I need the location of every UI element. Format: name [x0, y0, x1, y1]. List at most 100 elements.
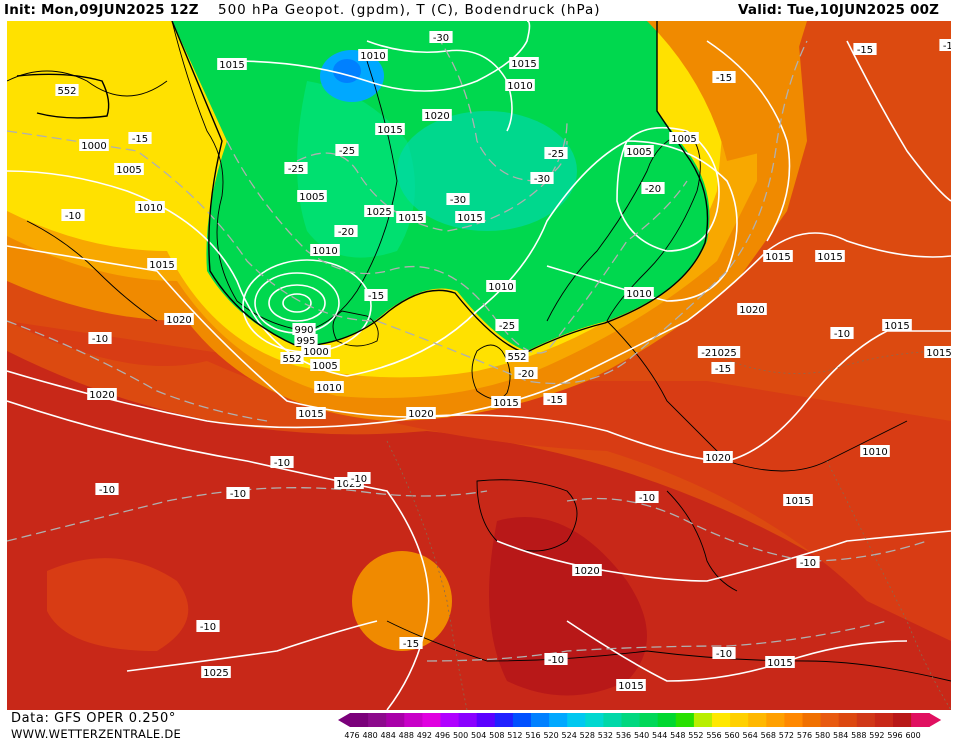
label-box: [939, 39, 951, 51]
label-text: -20: [338, 227, 354, 238]
isobar-label: 1020: [87, 388, 117, 401]
scale-swatch: [766, 713, 785, 727]
label-box: [79, 139, 109, 151]
isobar-1015-b: [566, 620, 908, 682]
isotherm-minus-10-west: [7, 320, 268, 422]
scale-swatch: [458, 713, 478, 727]
coast-greenland: [171, 21, 398, 332]
label-box: [292, 323, 316, 335]
label-text: 1020: [739, 305, 764, 316]
label-text: 552: [282, 354, 301, 365]
label-box: [624, 145, 654, 157]
isobar-low-990: [282, 293, 312, 313]
scale-tick-label: 516: [525, 731, 540, 740]
label-text: 1015: [767, 658, 792, 669]
isobar-scand-1005: [616, 126, 720, 252]
website-link[interactable]: WWW.WETTERZENTRALE.DE: [11, 727, 182, 741]
scale-tick-label: 588: [851, 731, 866, 740]
label-text: 1000: [303, 347, 328, 358]
isobar-label: 1025: [201, 666, 231, 679]
isotherm-minus-25: [296, 120, 568, 232]
valid-time: Valid: Tue,10JUN2025 00Z: [738, 2, 940, 18]
scale-swatch: [494, 713, 514, 727]
label-box: [88, 332, 112, 344]
label-box: [853, 43, 877, 55]
label-text: 1010: [507, 81, 532, 92]
coast-arctic-canada: [7, 70, 168, 97]
label-text: 1015: [457, 213, 482, 224]
label-text: -10: [548, 655, 564, 666]
isobar-label: 1010: [314, 381, 344, 394]
label-box: [669, 132, 699, 144]
label-box: [310, 359, 340, 371]
scale-swatch: [748, 713, 767, 727]
isotherm-label: -10: [95, 483, 119, 496]
label-box: [796, 556, 820, 568]
isobars: [7, 21, 951, 710]
scale-tick-label: 492: [417, 731, 432, 740]
coast-iberia: [476, 479, 578, 552]
isotherm-label: -10: [712, 647, 736, 660]
label-box: [882, 319, 912, 331]
label-text: -10: [99, 485, 115, 496]
coast-britain: [471, 344, 511, 400]
label-text: 1015: [377, 125, 402, 136]
coast-africa: [386, 620, 951, 682]
label-box: [87, 388, 117, 400]
label-text: 1015: [926, 348, 951, 359]
weather-map[interactable]: 552 1015 1010 -30 1015 1010 -15 -15 -15 1005 -15 10…: [7, 21, 951, 710]
label-box: [364, 289, 388, 301]
label-box: [543, 393, 567, 405]
label-box: [284, 162, 308, 174]
label-box: [294, 334, 318, 346]
isotherm-label: -10: [796, 556, 820, 569]
label-box: [61, 209, 85, 221]
color-scale-ticks: 476 480 484 488 492 496 500 504 508 512 516 520 524 5…: [344, 731, 920, 740]
isobar-label: 1000: [301, 345, 331, 358]
isotherm-label: -10: [226, 487, 250, 500]
data-source: Data: GFS OPER 0.250°: [11, 711, 177, 726]
label-text: 1010: [862, 447, 887, 458]
scale-swatch: [585, 713, 604, 727]
label-text: -10: [639, 493, 655, 504]
isotherm-label: -25: [495, 319, 519, 332]
label-text: -10: [800, 558, 816, 569]
label-text: -15: [403, 639, 419, 650]
map-canvas[interactable]: 552 1015 1010 -30 1015 1010 -15 -15 -15 1005 -15 10…: [7, 21, 951, 710]
label-box: [358, 49, 388, 61]
label-text: 1005: [626, 147, 651, 158]
isobar-label: 1015: [765, 656, 795, 669]
label-text: -15: [132, 134, 148, 145]
isobar-north-1015: [231, 21, 531, 92]
isotherm-minus-10-africa: [426, 620, 888, 662]
isotherm-minus-10-south: [7, 487, 488, 542]
label-text: -30: [433, 33, 449, 44]
boundary-1: [386, 440, 468, 710]
isobar-label: 1015: [509, 57, 539, 70]
isotherm-label: -10: [544, 653, 568, 666]
map-header: Init: Mon,09JUN2025 12Z 500 hPa Geopot. …: [0, 0, 959, 22]
isobar-label: 1015: [924, 346, 951, 359]
scale-tick-label: 488: [399, 731, 414, 740]
scale-swatch: [784, 713, 803, 727]
label-box: [711, 362, 735, 374]
isobar-label: 990: [292, 323, 316, 336]
scale-tick-label: 556: [706, 731, 721, 740]
isotherm-label: -10: [830, 327, 854, 340]
coast-iceland: [332, 310, 379, 347]
isobar-label: -21025: [697, 346, 741, 359]
geopotential-552-contour: [16, 21, 709, 354]
label-box: [635, 491, 659, 503]
isotherm-label: -10: [88, 332, 112, 345]
scale-tick-label: 484: [381, 731, 396, 740]
isobar-label: 1010: [486, 280, 516, 293]
scale-swatch: [639, 713, 659, 727]
isobar-label: 1015: [491, 396, 521, 409]
scale-tick-label: 580: [815, 731, 830, 740]
isobar-label: 1015: [763, 250, 793, 263]
label-box: [147, 258, 177, 270]
label-box: [495, 319, 519, 331]
label-box: [196, 620, 220, 632]
isobar-label: 1015: [396, 211, 426, 224]
label-text: 1015: [298, 409, 323, 420]
